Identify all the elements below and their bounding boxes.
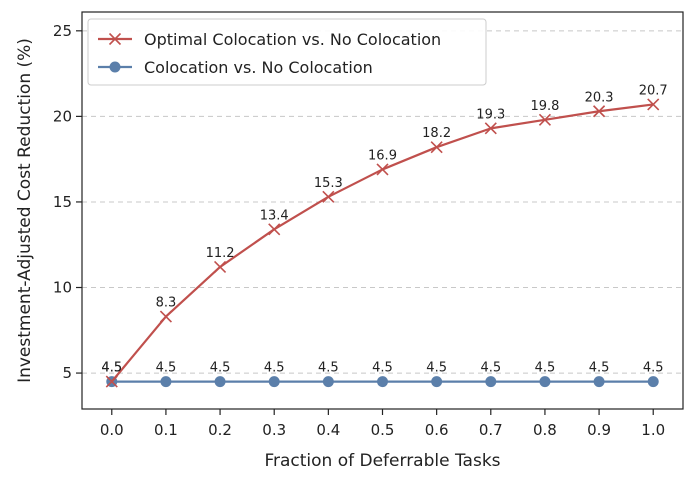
- data-point-circle-marker: [214, 376, 226, 388]
- x-tick-label: 0.7: [479, 421, 503, 439]
- data-label: 19.8: [530, 99, 559, 114]
- y-tick-label: 5: [62, 364, 72, 382]
- y-axis-ticks: 5 10 15 20 25: [53, 22, 82, 382]
- data-point-circle-marker: [322, 376, 334, 388]
- data-point-circle-marker: [647, 376, 659, 388]
- data-label: 4.5: [101, 361, 122, 376]
- y-tick-label: 20: [53, 107, 72, 125]
- data-label: 4.5: [101, 361, 122, 376]
- data-point-x-marker: [593, 105, 606, 118]
- data-point-circle-marker: [377, 376, 388, 388]
- data-labels: 4.5 4.5 4.5 4.5 4.5 4.5 4.5 4.5 4.5 4.5 4.54.58.31…: [101, 83, 667, 375]
- x-tick-label: 0.4: [316, 421, 340, 439]
- x-axis-label: Fraction of Deferrable Tasks: [264, 451, 500, 471]
- legend: Optimal Colocation vs. No Colocation Col…: [87, 18, 487, 86]
- data-point-circle-marker: [539, 376, 551, 388]
- x-tick-label: 0.2: [208, 421, 232, 439]
- data-label: 4.5: [372, 361, 393, 376]
- data-label: 20.3: [585, 90, 614, 105]
- y-axis-label: Investment-Adjusted Cost Reduction (%): [15, 38, 35, 383]
- data-point-x-marker: [538, 113, 551, 126]
- data-label: 18.2: [422, 126, 451, 141]
- data-label: 4.5: [480, 361, 501, 376]
- data-label: 16.9: [368, 148, 397, 163]
- data-point-x-marker: [376, 163, 389, 176]
- data-point-circle-marker: [593, 376, 605, 388]
- data-point-x-marker: [322, 190, 335, 203]
- data-label: 4.5: [156, 361, 177, 376]
- data-label: 4.5: [535, 361, 556, 376]
- x-tick-label: 0.6: [425, 421, 449, 439]
- data-point-circle-marker: [485, 376, 497, 388]
- data-label: 4.5: [643, 361, 664, 376]
- data-point-x-marker: [484, 122, 497, 135]
- data-label: 4.5: [426, 361, 447, 376]
- legend-marker-x-icon: [108, 32, 122, 46]
- data-label: 4.5: [318, 361, 339, 376]
- data-point-x-marker: [268, 223, 281, 236]
- data-point-circle-marker: [431, 376, 443, 388]
- data-label: 19.3: [476, 107, 505, 122]
- data-label: 11.2: [206, 246, 235, 261]
- legend-entry-colocation: Colocation vs. No Colocation: [144, 58, 373, 77]
- x-tick-label: 0.3: [262, 421, 286, 439]
- legend-marker-circle-icon: [109, 61, 121, 73]
- x-tick-label: 1.0: [641, 421, 665, 439]
- data-point-x-marker: [647, 98, 660, 111]
- data-point-circle-marker: [160, 376, 172, 388]
- x-tick-label: 0.8: [533, 421, 557, 439]
- series-line-0: [110, 103, 654, 383]
- legend-entry-optimal-colocation: Optimal Colocation vs. No Colocation: [144, 30, 441, 49]
- y-tick-label: 15: [53, 193, 72, 211]
- data-label: 4.5: [210, 361, 231, 376]
- data-point-x-marker: [159, 310, 172, 323]
- x-axis-ticks: 0.0 0.1 0.2 0.3 0.4 0.5 0.6 0.7 0.8 0.9 1.0: [100, 409, 665, 439]
- y-tick-label: 10: [53, 279, 72, 297]
- legend-box: [87, 18, 487, 86]
- data-point-circle-marker: [268, 376, 280, 388]
- data-point-x-marker: [430, 141, 443, 154]
- data-label: 15.3: [314, 176, 343, 191]
- data-label: 4.5: [589, 361, 610, 376]
- data-point-x-marker: [105, 375, 118, 388]
- x-tick-label: 0.9: [587, 421, 611, 439]
- data-label: 13.4: [260, 208, 289, 223]
- data-label: 4.5: [264, 361, 285, 376]
- x-tick-label: 0.5: [371, 421, 395, 439]
- x-tick-label: 0.1: [154, 421, 178, 439]
- data-label: 8.3: [156, 296, 177, 311]
- data-point-x-marker: [214, 260, 227, 274]
- y-tick-label: 25: [53, 22, 72, 40]
- series-lines: [105, 98, 660, 388]
- x-tick-label: 0.0: [100, 421, 124, 439]
- data-label: 20.7: [639, 83, 668, 98]
